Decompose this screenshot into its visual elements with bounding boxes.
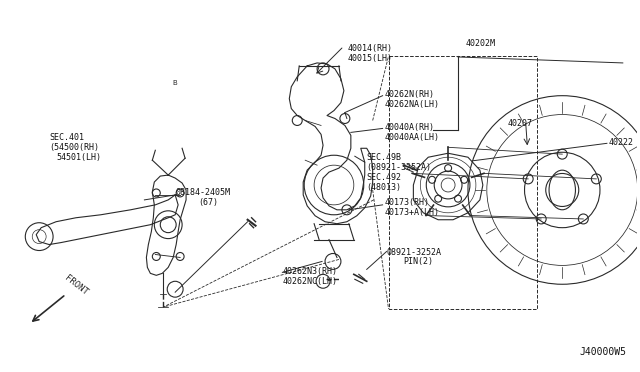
Polygon shape xyxy=(289,63,372,224)
Text: 40040A(RH): 40040A(RH) xyxy=(385,124,435,132)
Text: 40015(LH): 40015(LH) xyxy=(348,54,393,63)
Text: SEC.492: SEC.492 xyxy=(367,173,402,182)
Text: 40262NC(LH): 40262NC(LH) xyxy=(282,277,337,286)
Text: 40014(RH): 40014(RH) xyxy=(348,44,393,53)
Polygon shape xyxy=(147,175,186,275)
Text: J40000W5: J40000W5 xyxy=(580,347,627,357)
Text: 40262NA(LH): 40262NA(LH) xyxy=(385,100,440,109)
Text: 40173+A(LH): 40173+A(LH) xyxy=(385,208,440,217)
Text: 40202M: 40202M xyxy=(466,39,496,48)
Text: SEC.49B: SEC.49B xyxy=(367,153,402,162)
Text: 40207: 40207 xyxy=(508,119,532,128)
Text: 40222: 40222 xyxy=(609,138,634,147)
Text: (54500(RH): (54500(RH) xyxy=(49,143,99,152)
Text: SEC.401: SEC.401 xyxy=(49,134,84,142)
Text: 08184-2405M: 08184-2405M xyxy=(175,188,230,197)
Text: B: B xyxy=(173,80,177,86)
Text: (67): (67) xyxy=(198,198,218,207)
Text: FRONT: FRONT xyxy=(63,273,90,297)
Text: 40040AA(LH): 40040AA(LH) xyxy=(385,134,440,142)
Text: 08921-3252A: 08921-3252A xyxy=(387,247,442,257)
Text: (08921-3252A): (08921-3252A) xyxy=(367,163,432,172)
Polygon shape xyxy=(413,153,483,220)
Polygon shape xyxy=(36,195,178,244)
Text: 40262N(RH): 40262N(RH) xyxy=(385,90,435,99)
Text: PIN(2): PIN(2) xyxy=(403,257,433,266)
Text: 40173(RH): 40173(RH) xyxy=(385,198,429,207)
Text: 40262N3(RH): 40262N3(RH) xyxy=(282,267,337,276)
Text: 54501(LH): 54501(LH) xyxy=(56,153,101,162)
Text: (48013): (48013) xyxy=(367,183,402,192)
